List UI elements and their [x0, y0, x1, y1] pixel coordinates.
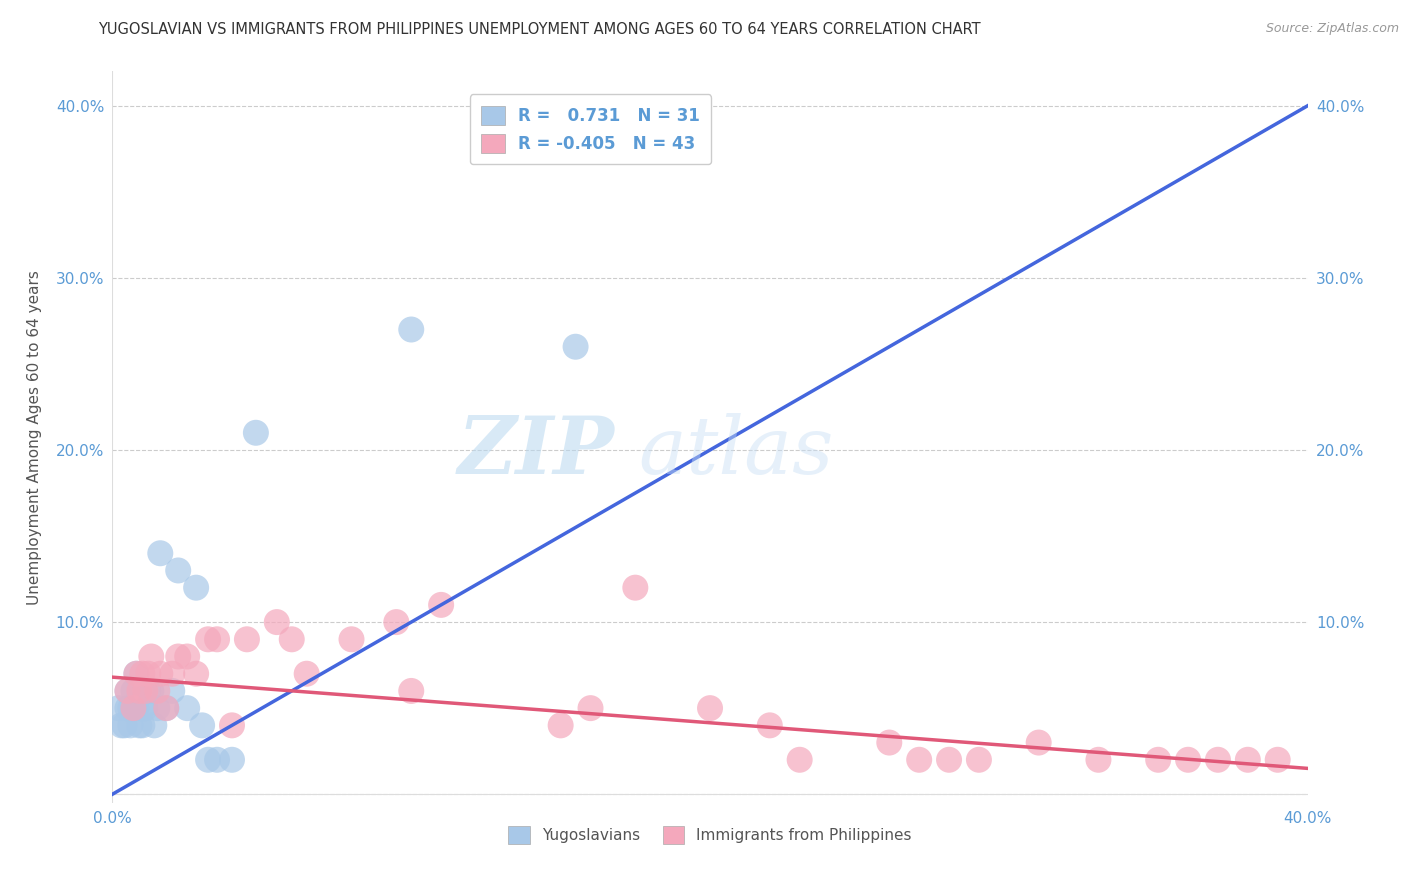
Point: [699, 701, 721, 715]
Point: [624, 581, 647, 595]
Point: [550, 718, 572, 732]
Point: [197, 753, 219, 767]
Point: [1267, 753, 1289, 767]
Point: [295, 666, 318, 681]
Point: [122, 684, 145, 698]
Point: [430, 598, 453, 612]
Text: YUGOSLAVIAN VS IMMIGRANTS FROM PHILIPPINES UNEMPLOYMENT AMONG AGES 60 TO 64 YEAR: YUGOSLAVIAN VS IMMIGRANTS FROM PHILIPPIN…: [98, 22, 981, 37]
Legend: Yugoslavians, Immigrants from Philippines: Yugoslavians, Immigrants from Philippine…: [502, 820, 918, 850]
Point: [125, 666, 148, 681]
Text: ZIP: ZIP: [457, 413, 614, 491]
Point: [205, 632, 228, 647]
Point: [131, 718, 153, 732]
Point: [125, 666, 148, 681]
Point: [128, 718, 150, 732]
Point: [879, 735, 901, 749]
Point: [134, 684, 156, 698]
Y-axis label: Unemployment Among Ages 60 to 64 years: Unemployment Among Ages 60 to 64 years: [27, 269, 42, 605]
Point: [155, 701, 177, 715]
Point: [162, 684, 183, 698]
Point: [1237, 753, 1260, 767]
Point: [117, 701, 139, 715]
Point: [131, 701, 153, 715]
Text: atlas: atlas: [638, 413, 834, 491]
Point: [908, 753, 931, 767]
Point: [205, 753, 228, 767]
Point: [141, 649, 163, 664]
Point: [967, 753, 990, 767]
Point: [162, 666, 183, 681]
Point: [138, 666, 160, 681]
Point: [236, 632, 259, 647]
Point: [149, 546, 172, 560]
Point: [134, 701, 156, 715]
Point: [579, 701, 602, 715]
Point: [1147, 753, 1170, 767]
Point: [143, 718, 166, 732]
Point: [1028, 735, 1050, 749]
Point: [117, 684, 139, 698]
Point: [122, 701, 145, 715]
Point: [1177, 753, 1199, 767]
Point: [107, 701, 129, 715]
Point: [245, 425, 267, 440]
Point: [114, 718, 135, 732]
Point: [117, 684, 139, 698]
Point: [110, 718, 132, 732]
Point: [221, 718, 243, 732]
Point: [138, 684, 160, 698]
Point: [340, 632, 363, 647]
Point: [401, 684, 423, 698]
Point: [146, 701, 169, 715]
Point: [155, 701, 177, 715]
Point: [789, 753, 811, 767]
Text: Source: ZipAtlas.com: Source: ZipAtlas.com: [1265, 22, 1399, 36]
Point: [167, 649, 190, 664]
Point: [176, 701, 198, 715]
Point: [120, 701, 142, 715]
Point: [197, 632, 219, 647]
Point: [186, 666, 208, 681]
Point: [1206, 753, 1229, 767]
Point: [759, 718, 782, 732]
Point: [176, 649, 198, 664]
Point: [564, 340, 586, 354]
Point: [149, 666, 172, 681]
Point: [401, 322, 423, 336]
Point: [141, 684, 163, 698]
Point: [128, 684, 150, 698]
Point: [125, 701, 148, 715]
Point: [938, 753, 960, 767]
Point: [221, 753, 243, 767]
Point: [385, 615, 408, 629]
Point: [281, 632, 304, 647]
Point: [266, 615, 288, 629]
Point: [1087, 753, 1109, 767]
Point: [120, 718, 142, 732]
Point: [167, 564, 190, 578]
Point: [191, 718, 214, 732]
Point: [186, 581, 208, 595]
Point: [146, 684, 169, 698]
Point: [131, 666, 153, 681]
